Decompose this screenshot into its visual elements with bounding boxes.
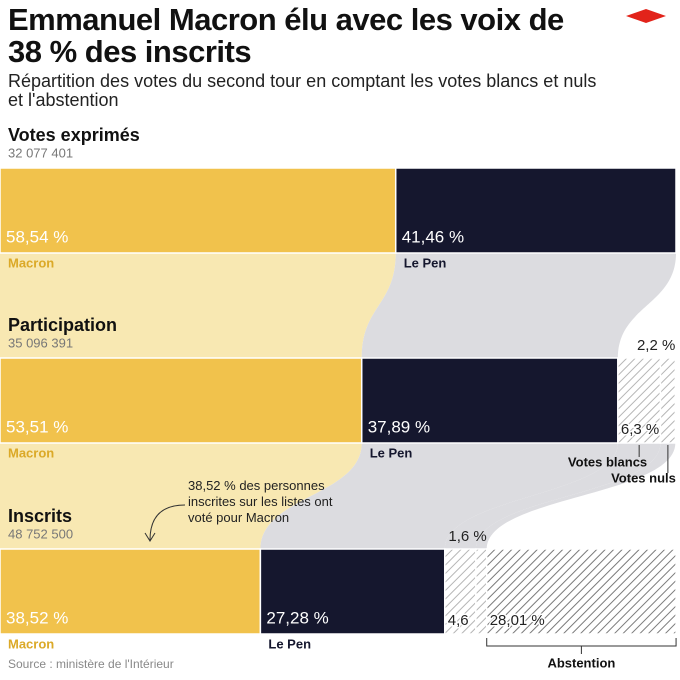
flow xyxy=(475,443,676,549)
series-label: Le Pen xyxy=(268,636,311,651)
series-label: Le Pen xyxy=(370,445,413,460)
series-label: Le Pen xyxy=(404,255,447,270)
value-label: 58,54 % xyxy=(6,227,68,246)
series-label: Macron xyxy=(8,636,54,651)
row-label: Inscrits xyxy=(8,506,72,526)
flow xyxy=(0,253,396,358)
arrow-head xyxy=(144,532,156,542)
source: Source : ministère de l'Intérieur xyxy=(8,657,174,671)
series-label: Votes blancs xyxy=(568,454,647,469)
flow xyxy=(361,253,676,358)
bar-segment xyxy=(617,357,662,444)
row-label: Votes exprimés xyxy=(8,125,140,145)
flow xyxy=(0,443,362,549)
row-count: 48 752 500 xyxy=(8,526,73,541)
bar-segment xyxy=(444,548,477,635)
value-label: 2,2 % xyxy=(637,337,675,354)
value-label: 38,52 % xyxy=(6,608,68,627)
annotation: 38,52 % des personnes inscrites sur les … xyxy=(188,478,333,525)
subtitle: Répartition des votes du second tour en … xyxy=(8,71,597,110)
value-label: 1,6 % xyxy=(448,528,486,545)
value-label: 4,6 xyxy=(448,612,469,629)
title: Emmanuel Macron élu avec les voix de 38 … xyxy=(8,2,564,69)
value-label: 27,28 % xyxy=(266,608,328,627)
bar-segment xyxy=(475,548,488,635)
value-label: 53,51 % xyxy=(6,417,68,436)
row-label: Participation xyxy=(8,315,117,335)
bar-segment xyxy=(0,548,262,635)
flow xyxy=(444,443,661,549)
bar-segment xyxy=(0,357,363,444)
logo xyxy=(626,9,666,23)
row-count: 35 096 391 xyxy=(8,335,73,350)
series-label: Macron xyxy=(8,445,54,460)
bar-segment xyxy=(0,167,397,254)
bar-segment xyxy=(485,548,677,635)
series-label: Abstention xyxy=(547,655,615,670)
annotation-arrow xyxy=(149,504,186,541)
value-label: 6,3 % xyxy=(621,421,659,438)
annotation-box: 38,52 % des personnes inscrites sur les … xyxy=(188,478,333,525)
value-label: 41,46 % xyxy=(402,227,464,246)
value-label: 28,01 % xyxy=(490,612,545,629)
value-label: 37,89 % xyxy=(368,417,430,436)
flow xyxy=(260,443,618,549)
series-label: Macron xyxy=(8,255,54,270)
bar-segment xyxy=(394,167,677,254)
bar-segment xyxy=(659,357,677,444)
bracket xyxy=(486,638,677,654)
series-label: Votes nuls xyxy=(611,470,676,485)
row-count: 32 077 401 xyxy=(8,145,73,160)
